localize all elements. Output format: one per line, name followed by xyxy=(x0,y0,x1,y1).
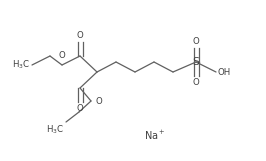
Text: O: O xyxy=(77,31,83,40)
Text: OH: OH xyxy=(218,67,231,76)
Text: S: S xyxy=(193,57,200,67)
Text: O: O xyxy=(95,96,102,105)
Text: O: O xyxy=(59,51,65,60)
Text: Na$^+$: Na$^+$ xyxy=(144,128,166,142)
Text: H$_3$C: H$_3$C xyxy=(12,59,30,71)
Text: H$_3$C: H$_3$C xyxy=(46,124,64,137)
Text: O: O xyxy=(193,78,200,87)
Text: O: O xyxy=(193,37,200,46)
Text: O: O xyxy=(77,104,83,113)
